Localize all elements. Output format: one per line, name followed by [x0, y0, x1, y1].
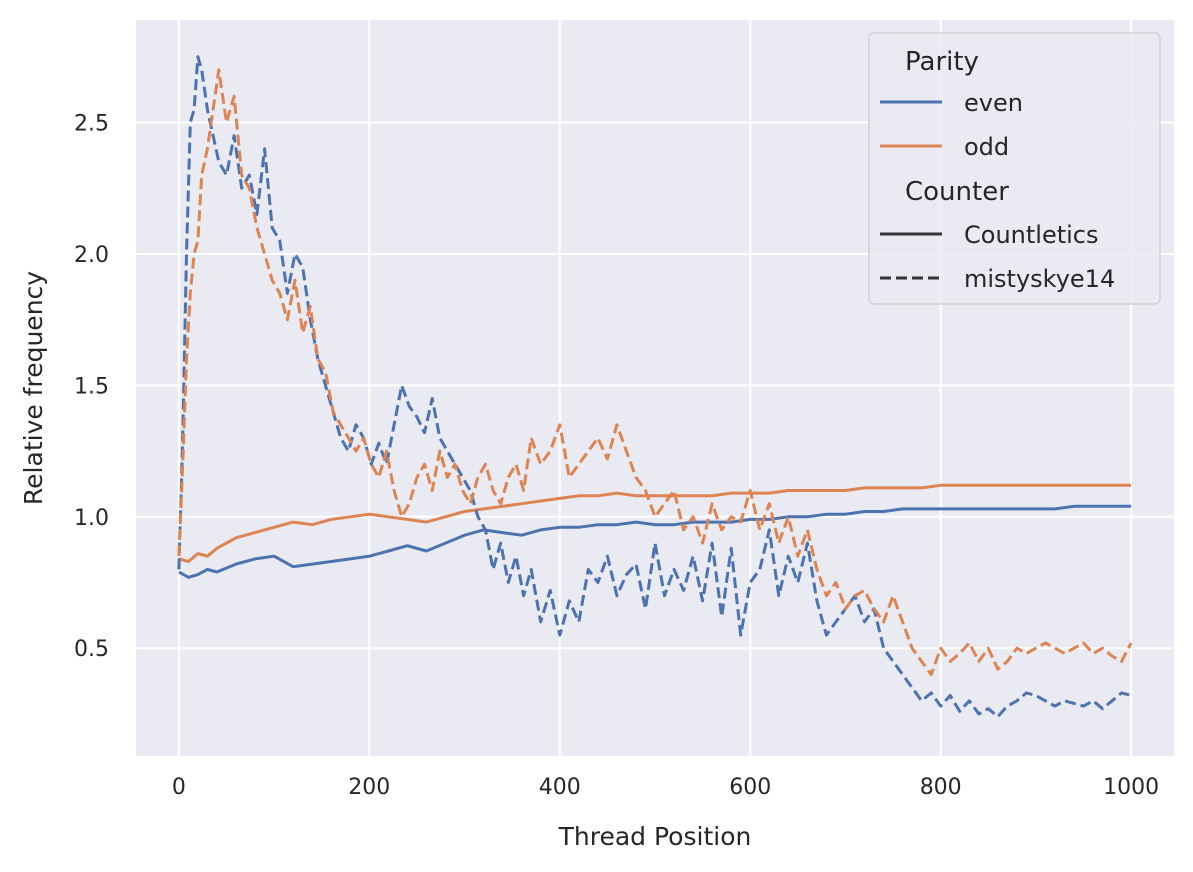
x-tick-label: 800 [920, 775, 962, 800]
x-tick-label: 200 [348, 775, 390, 800]
legend: Parity even odd Counter Countletics mist… [868, 32, 1161, 305]
x-tick-label: 600 [729, 775, 771, 800]
y-tick-label: 1.5 [74, 374, 109, 399]
series-line-1 [178, 483, 1132, 563]
legend-label-mistyskye14: mistyskye14 [964, 265, 1115, 293]
y-tick-label: 2.0 [74, 243, 109, 268]
y-tick-label: 0.5 [74, 637, 109, 662]
legend-title-parity: Parity [905, 47, 979, 77]
x-axis-ticks: 0 200 400 600 800 1000 [172, 775, 1159, 800]
legend-label-countletics: Countletics [964, 221, 1098, 249]
x-tick-label: 0 [172, 775, 186, 800]
y-tick-label: 2.5 [74, 112, 109, 137]
y-axis-ticks: 0.5 1.0 1.5 2.0 2.5 [74, 112, 109, 663]
series-line-0 [178, 504, 1132, 579]
legend-label-odd: odd [964, 133, 1009, 161]
x-tick-label: 400 [539, 775, 581, 800]
y-tick-label: 1.0 [74, 506, 109, 531]
y-axis-title: Relative frequency [19, 271, 48, 505]
legend-title-counter: Counter [905, 177, 1009, 207]
x-axis-title: Thread Position [558, 822, 752, 851]
series-lines [177, 55, 1133, 719]
legend-label-even: even [964, 89, 1023, 117]
series-line-2 [177, 55, 1132, 719]
x-tick-label: 1000 [1103, 775, 1159, 800]
series-line-3 [177, 68, 1133, 676]
